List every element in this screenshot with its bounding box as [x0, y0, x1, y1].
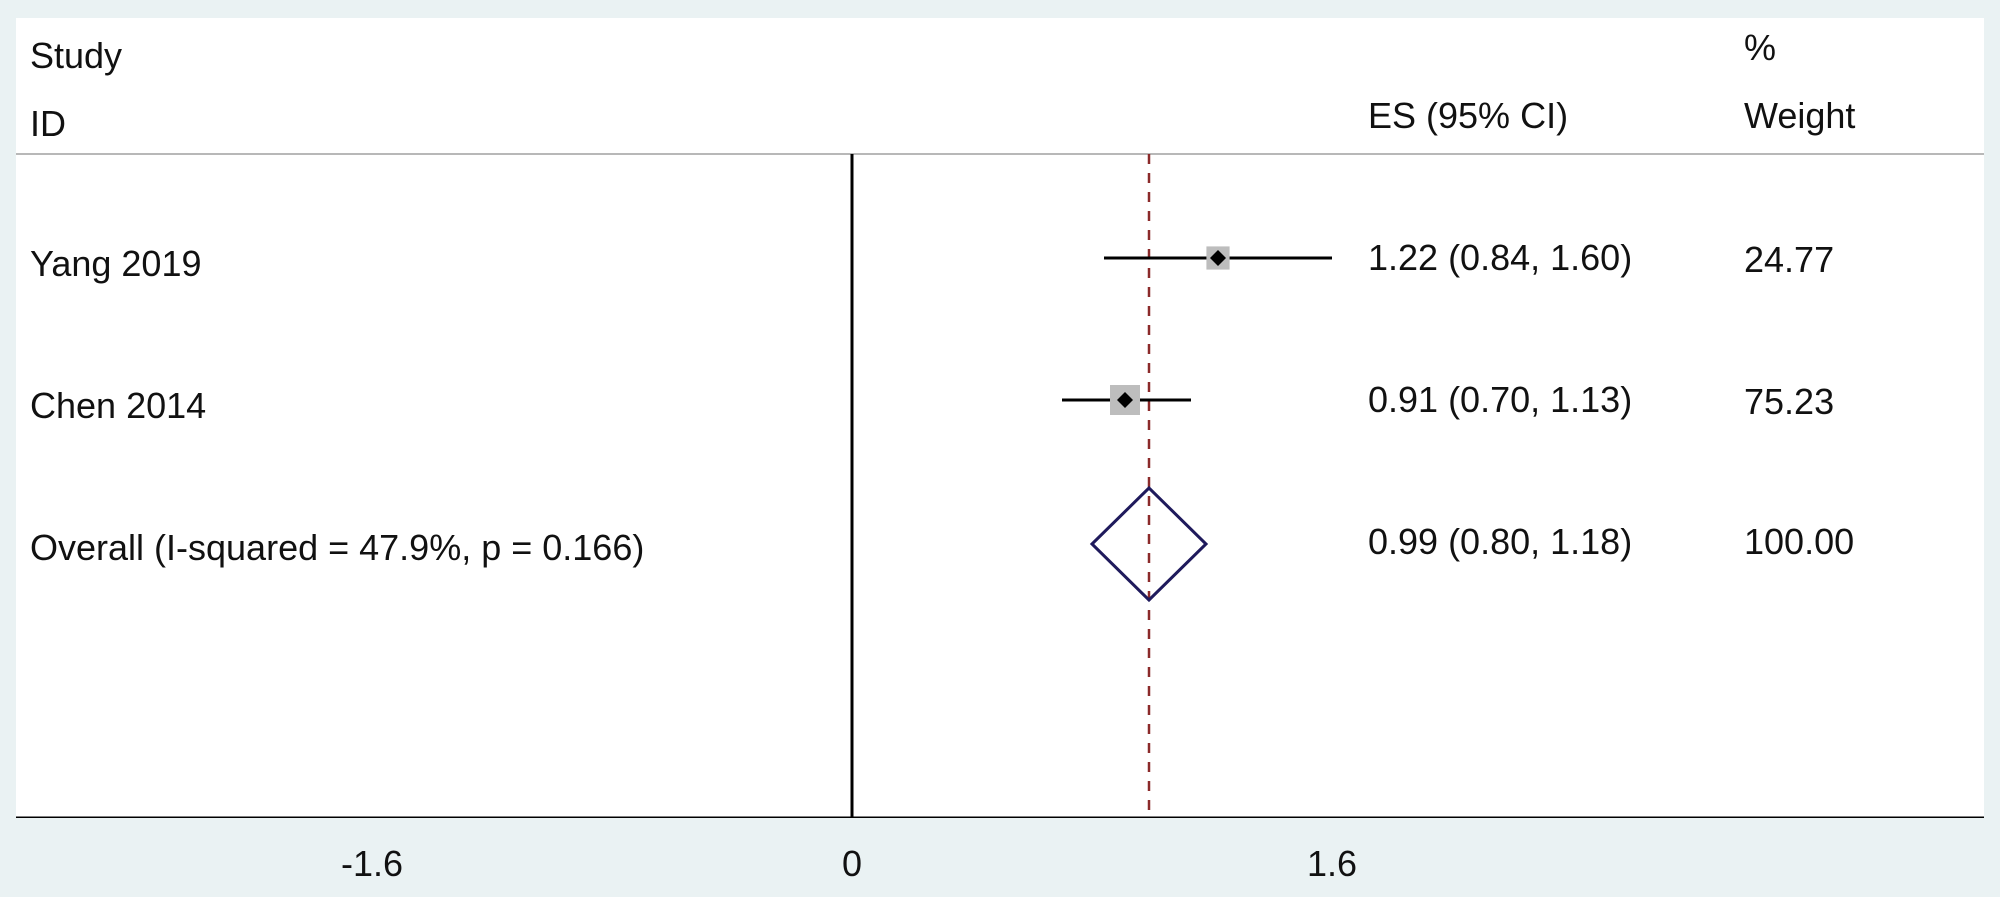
forest-plot-svg	[16, 153, 1984, 818]
header-percent: %	[1744, 27, 1777, 68]
study-point-estimate	[1117, 392, 1133, 408]
overall-es-ci: 0.99 (0.80, 1.18)	[1368, 521, 1633, 562]
study-point-estimate	[1210, 250, 1226, 266]
study-marks	[1062, 246, 1332, 603]
x-tick-label: 1.6	[1306, 843, 1358, 884]
overall-diamond	[1089, 485, 1209, 603]
header-id: ID	[30, 103, 66, 144]
study-label: Chen 2014	[30, 385, 207, 426]
study-weight: 24.77	[1744, 239, 1835, 280]
study-es-ci: 0.91 (0.70, 1.13)	[1368, 379, 1633, 420]
header-weight: Weight	[1744, 95, 1856, 136]
overall-weight: 100.00	[1744, 521, 1855, 562]
header-study: Study	[30, 35, 123, 76]
x-tick-label: -1.6	[340, 843, 404, 884]
overall-label: Overall (I-squared = 47.9%, p = 0.166)	[30, 527, 645, 568]
x-tick-label: 0	[841, 843, 863, 884]
header-es-ci: ES (95% CI)	[1368, 95, 1569, 136]
study-es-ci: 1.22 (0.84, 1.60)	[1368, 237, 1633, 278]
study-weight: 75.23	[1744, 381, 1835, 422]
study-label: Yang 2019	[30, 243, 202, 284]
forest-plot: Study ID ES (95% CI) % Weight Yang 2019 …	[16, 18, 1984, 882]
